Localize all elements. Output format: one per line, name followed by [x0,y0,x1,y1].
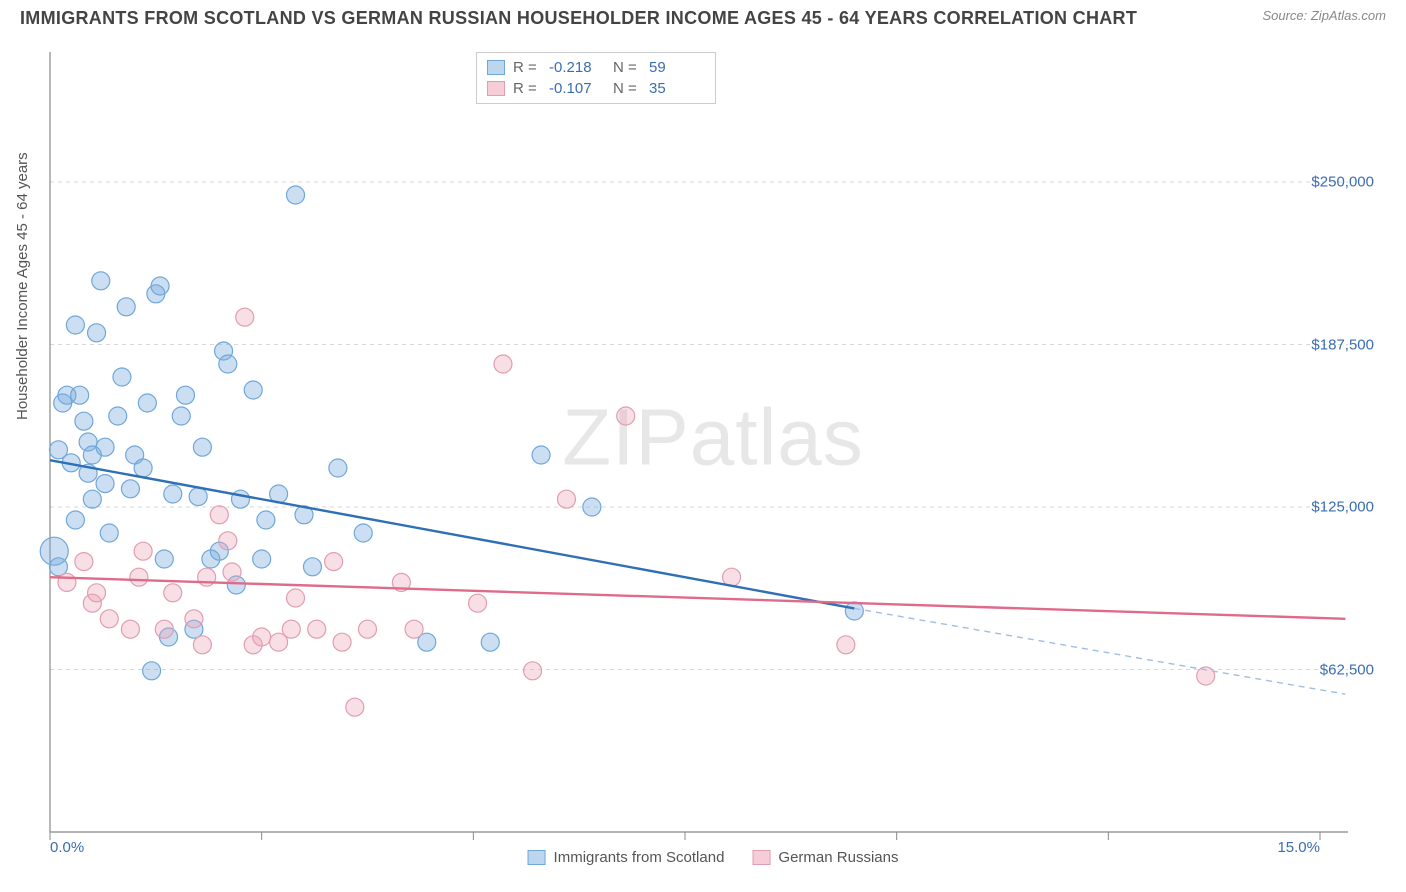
legend-n-label: N = [613,59,641,76]
y-axis-label: Householder Income Ages 45 - 64 years [14,152,31,420]
y-tick-label: $187,500 [1311,336,1374,353]
source-label: Source: [1262,8,1310,23]
series-legend: Immigrants from Scotland German Russians [528,849,899,866]
legend-swatch [528,850,546,865]
legend-item: German Russians [752,849,898,866]
legend-swatch [752,850,770,865]
source-value: ZipAtlas.com [1311,8,1386,23]
x-tick-label: 0.0% [50,839,84,856]
legend-r-label: R = [513,59,541,76]
y-tick-label: $250,000 [1311,174,1374,191]
legend-n-value: 35 [649,80,705,97]
legend-r-value: -0.107 [549,80,605,97]
legend-swatch [487,60,505,75]
y-tick-label: $62,500 [1320,661,1374,678]
legend-series-label: Immigrants from Scotland [554,849,725,866]
chart-area: ZIPatlas R =-0.218N =59R =-0.107N =35 $6… [48,52,1378,832]
legend-n-label: N = [613,80,641,97]
legend-swatch [487,81,505,96]
x-tick-label: 15.0% [1277,839,1320,856]
legend-series-label: German Russians [778,849,898,866]
legend-row: R = -0.107 N = 35 [487,78,705,99]
legend-r-label: R = [513,80,541,97]
source-attribution: Source: ZipAtlas.com [1262,8,1386,23]
chart-title: IMMIGRANTS FROM SCOTLAND VS GERMAN RUSSI… [20,8,1137,29]
legend-n-value: 59 [649,59,705,76]
correlation-legend: R = -0.218 N = 59 R = -0.107 N = 35 [476,52,716,104]
legend-item: Immigrants from Scotland [528,849,725,866]
legend-r-value: -0.218 [549,59,605,76]
y-tick-label: $125,000 [1311,499,1374,516]
scatter-plot [48,52,1378,866]
legend-row: R = -0.218 N = 59 [487,57,705,78]
